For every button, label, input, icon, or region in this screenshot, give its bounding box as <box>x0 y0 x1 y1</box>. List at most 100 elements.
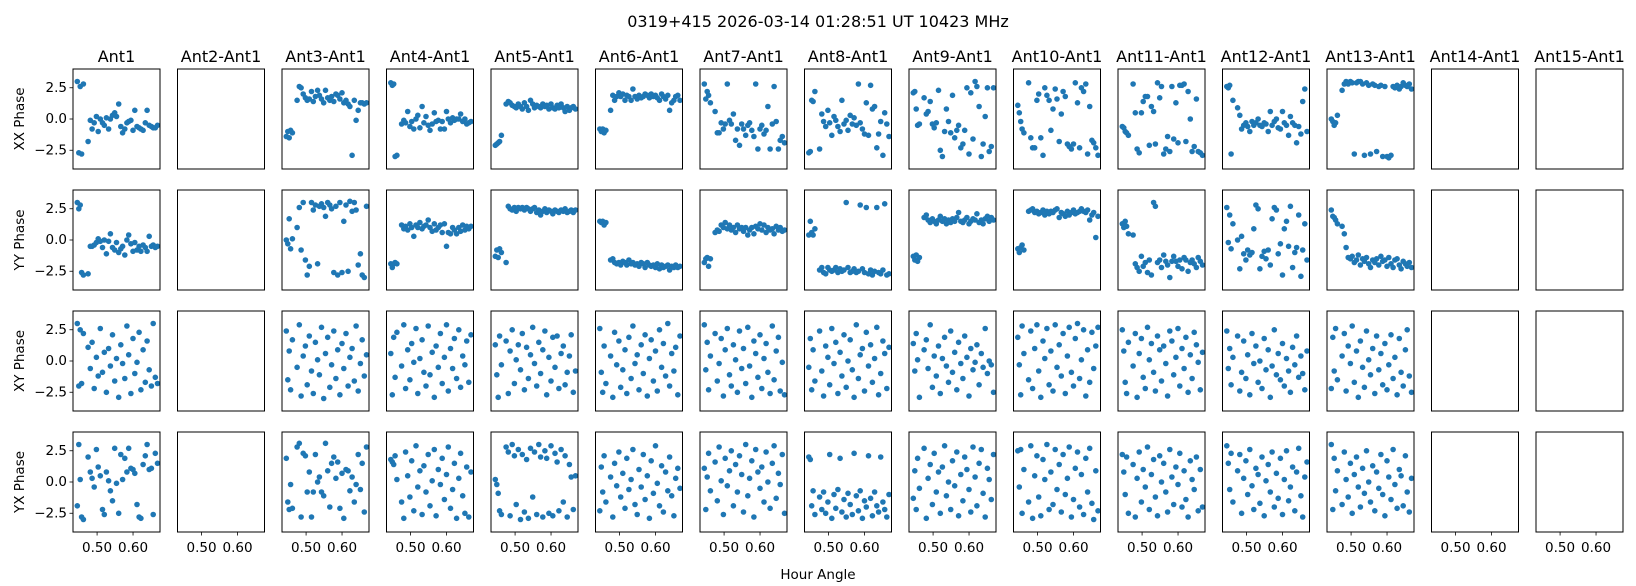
axes-frame <box>281 310 370 412</box>
data-point <box>1388 496 1394 503</box>
data-point <box>1136 350 1142 357</box>
data-point <box>767 146 773 152</box>
figure-title: 0319+415 2026-03-14 01:28:51 UT 10423 MH… <box>627 12 1009 31</box>
data-point <box>154 243 160 250</box>
data-point <box>1160 343 1167 349</box>
data-point <box>1392 354 1398 361</box>
data-point <box>76 441 82 448</box>
column-title: Ant1 <box>98 47 136 66</box>
data-point <box>536 441 542 448</box>
data-point <box>425 323 432 329</box>
data-point <box>1167 274 1173 281</box>
row-ylabel: YX Phase <box>12 451 28 514</box>
data-point <box>970 444 976 450</box>
data-point <box>1021 466 1027 473</box>
data-point <box>337 199 343 206</box>
data-point <box>755 146 761 152</box>
data-point <box>937 390 944 397</box>
data-point <box>435 466 442 473</box>
data-point <box>1080 511 1087 518</box>
data-point <box>453 231 460 237</box>
data-point <box>1304 459 1310 465</box>
data-point <box>1265 247 1271 253</box>
data-point <box>1086 103 1093 110</box>
data-point <box>763 229 769 236</box>
data-point <box>77 476 83 483</box>
data-point <box>913 330 919 337</box>
data-point <box>640 451 647 458</box>
x-tick-label: 0.60 <box>745 540 775 556</box>
data-point <box>1273 372 1280 378</box>
data-point <box>1170 372 1177 378</box>
data-point <box>1130 461 1136 468</box>
subplot-yy-ant13-ant1 <box>1326 189 1415 291</box>
data-point <box>677 263 683 270</box>
data-point <box>1132 514 1139 520</box>
data-point <box>1225 239 1232 246</box>
column-title: Ant3-Ant1 <box>285 47 366 66</box>
data-point <box>703 367 709 373</box>
data-point <box>622 505 628 512</box>
data-point <box>1060 88 1066 95</box>
data-point <box>947 506 954 513</box>
data-point <box>1332 325 1339 332</box>
data-point <box>1328 441 1335 448</box>
data-point <box>429 478 436 484</box>
data-point <box>716 444 722 450</box>
data-point <box>1281 476 1288 483</box>
data-point <box>831 360 837 367</box>
x-tick-label: 0.60 <box>118 540 148 556</box>
data-point <box>652 348 659 354</box>
data-point <box>763 449 769 455</box>
y-tick-label: 0.0 <box>46 232 67 248</box>
data-point <box>1160 151 1167 157</box>
data-point <box>363 352 369 358</box>
axes-frame <box>1535 310 1624 412</box>
data-point <box>1164 393 1171 399</box>
axes-frame <box>1013 68 1101 170</box>
data-point <box>357 486 364 493</box>
data-point <box>439 229 446 236</box>
data-point <box>453 375 460 382</box>
data-point <box>1169 338 1175 344</box>
data-point <box>296 440 303 447</box>
data-point <box>734 126 741 132</box>
data-point <box>1183 257 1189 263</box>
data-point <box>960 375 966 382</box>
data-point <box>603 499 609 505</box>
data-point <box>1054 206 1060 212</box>
data-point <box>572 473 578 479</box>
data-point <box>1042 85 1048 91</box>
data-point <box>429 349 436 356</box>
data-point <box>1093 468 1099 474</box>
data-point <box>564 369 570 376</box>
data-point <box>1345 494 1351 500</box>
data-point <box>1152 141 1159 147</box>
data-point <box>80 516 87 523</box>
data-point <box>498 362 505 368</box>
data-point <box>745 493 751 499</box>
data-point <box>521 509 528 515</box>
data-point <box>812 88 818 95</box>
subplot-yy-ant8-ant1 <box>804 189 892 291</box>
data-point <box>529 324 536 331</box>
data-point <box>1287 484 1294 490</box>
subplot-xx-ant12-ant1 <box>1222 68 1310 170</box>
data-point <box>451 460 458 467</box>
data-point <box>716 228 722 235</box>
data-point <box>1285 132 1292 139</box>
y-tick-label: 2.5 <box>46 443 67 459</box>
data-point <box>507 348 513 354</box>
data-point <box>632 360 638 367</box>
data-point <box>1078 357 1085 363</box>
data-point <box>1044 325 1050 332</box>
data-point <box>1390 375 1396 382</box>
axes-frame <box>281 189 370 291</box>
data-point <box>781 227 787 233</box>
data-point <box>1084 151 1091 157</box>
data-point <box>345 268 351 275</box>
data-point <box>443 471 450 478</box>
data-point <box>1170 253 1177 260</box>
data-point <box>401 322 407 328</box>
data-point <box>1363 254 1370 261</box>
